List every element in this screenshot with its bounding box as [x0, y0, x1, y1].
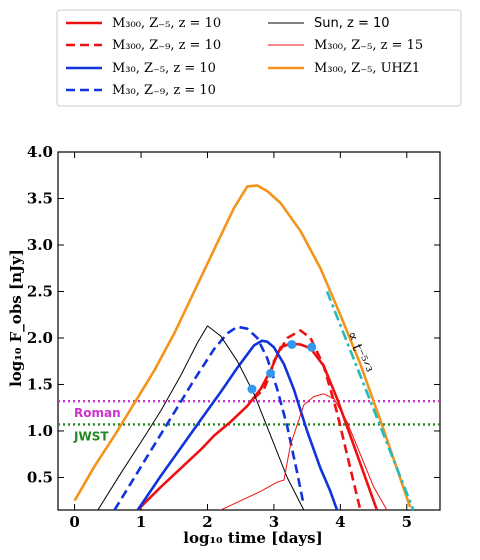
legend-label-0: M₃₀₀, Z₋₅, z = 10 — [112, 16, 221, 31]
plot-frame — [57, 151, 441, 511]
y-tick-label: 1.0 — [27, 422, 53, 440]
y-tick-label: 2.0 — [27, 329, 53, 347]
slope-annotation: ∝ t⁻⁵ᐟ³ — [343, 329, 374, 376]
legend-label-3: M₃₀, Z₋₉, z = 10 — [112, 83, 216, 98]
y-axis-label: log₁₀ F_obs [nJy] — [7, 249, 25, 387]
x-tick-label: 0 — [69, 513, 79, 531]
x-tick-label: 5 — [402, 513, 412, 531]
y-tick-label: 3.5 — [27, 189, 53, 207]
y-tick-label: 3.0 — [27, 236, 53, 254]
series-line-1 — [253, 329, 362, 510]
threshold-lines: Roman JWST — [58, 400, 440, 443]
marker-point — [247, 384, 257, 394]
marker-point — [307, 342, 317, 352]
axis-ticks: 0 1 2 3 4 5 0.5 1.0 1.5 2.0 2.5 3.0 3.5 4.0 — [27, 143, 440, 531]
marker-point — [287, 339, 297, 349]
y-tick-label: 1.5 — [27, 375, 53, 393]
series-line-6 — [73, 184, 412, 508]
legend-label-6: M₃₀₀, Z₋₅, UHZ1 — [314, 61, 420, 76]
x-tick-label: 1 — [136, 513, 146, 531]
legend-label-1: M₃₀₀, Z₋₉, z = 10 — [112, 38, 221, 53]
series-line-2 — [136, 339, 339, 510]
x-axis-label: log₁₀ time [days] — [183, 529, 322, 547]
legend: M₃₀₀, Z₋₅, z = 10 M₃₀₀, Z₋₉, z = 10 M₃₀, Z… — [56, 9, 462, 107]
legend-label-2: M₃₀, Z₋₅, z = 10 — [112, 61, 216, 76]
hline-label-roman: Roman — [74, 406, 121, 420]
series-line-4 — [97, 325, 305, 510]
series-line-5 — [220, 393, 388, 510]
series-lines — [73, 184, 412, 510]
marker-point — [266, 368, 276, 378]
series-line-3 — [113, 325, 306, 510]
x-tick-label: 2 — [202, 513, 212, 531]
legend-label-5: M₃₀₀, Z₋₅, z = 15 — [314, 38, 423, 53]
legend-label-4: Sun, z = 10 — [314, 16, 390, 31]
y-tick-label: 4.0 — [27, 143, 53, 161]
y-tick-label: 2.5 — [27, 282, 53, 300]
series-line-0 — [136, 342, 379, 510]
x-tick-label: 3 — [269, 513, 279, 531]
marker-points — [247, 339, 317, 394]
y-tick-label: 0.5 — [27, 468, 53, 486]
x-tick-label: 4 — [335, 513, 345, 531]
hline-label-jwst: JWST — [73, 429, 109, 443]
slope-line-mark — [325, 291, 415, 511]
